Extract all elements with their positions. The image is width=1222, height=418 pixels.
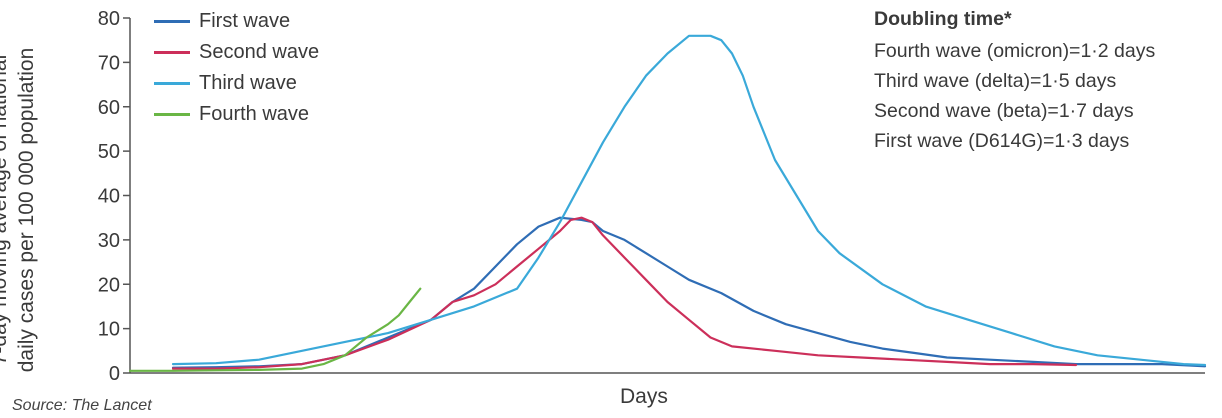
- legend-label-third-wave: Third wave: [199, 72, 297, 94]
- y-tick-label: 20: [98, 274, 120, 296]
- y-tick: 40: [98, 186, 130, 208]
- y-tick-label: 50: [98, 141, 120, 163]
- y-tick-label: 0: [109, 363, 120, 385]
- y-tick: 30: [98, 230, 130, 252]
- y-tick: 80: [98, 8, 130, 30]
- y-tick: 20: [98, 274, 130, 296]
- legend-label-second-wave: Second wave: [199, 41, 320, 63]
- y-tick-label: 40: [98, 186, 120, 208]
- legend-swatch-first-wave: [154, 20, 190, 23]
- y-tick: 60: [98, 97, 130, 119]
- y-tick-label: 70: [98, 52, 120, 74]
- doubling-time-note: Doubling time* Fourth wave (omicron)=1·2…: [874, 6, 1155, 156]
- y-tick: 70: [98, 52, 130, 74]
- y-tick: 0: [109, 363, 130, 385]
- y-tick: 10: [98, 319, 130, 341]
- legend-swatch-fourth-wave: [154, 113, 190, 116]
- note-title: Doubling time*: [874, 8, 1012, 30]
- legend-swatch-second-wave: [154, 51, 190, 54]
- note-line-first-wave: First wave (D614G)=1·3 days: [874, 130, 1130, 152]
- legend-swatch-third-wave: [154, 82, 190, 85]
- y-tick-label: 30: [98, 230, 120, 252]
- note-line-third-wave: Third wave (delta)=1·5 days: [874, 70, 1117, 92]
- note-line-fourth-wave: Fourth wave (omicron)=1·2 days: [874, 40, 1156, 62]
- legend-label-fourth-wave: Fourth wave: [199, 103, 310, 125]
- legend-label-first-wave: First wave: [199, 10, 291, 32]
- y-tick-label: 80: [98, 8, 120, 30]
- y-tick-label: 10: [98, 319, 120, 341]
- x-axis-title: Days: [620, 385, 668, 408]
- note-line-second-wave: Second wave (beta)=1·7 days: [874, 100, 1134, 122]
- source-caption: Source: The Lancet: [12, 397, 152, 414]
- legend-item-fourth-wave: Fourth wave: [154, 99, 319, 130]
- series-line-fourth-wave: [128, 287, 422, 372]
- legend: First wave Second wave Third wave Fourth…: [154, 6, 319, 130]
- legend-item-third-wave: Third wave: [154, 68, 319, 99]
- y-tick: 50: [98, 141, 130, 163]
- legend-item-second-wave: Second wave: [154, 37, 319, 68]
- series-line-third-wave: [171, 34, 1207, 367]
- y-tick-label: 60: [98, 97, 120, 119]
- series-line-second-wave: [171, 216, 1078, 370]
- legend-item-first-wave: First wave: [154, 6, 319, 37]
